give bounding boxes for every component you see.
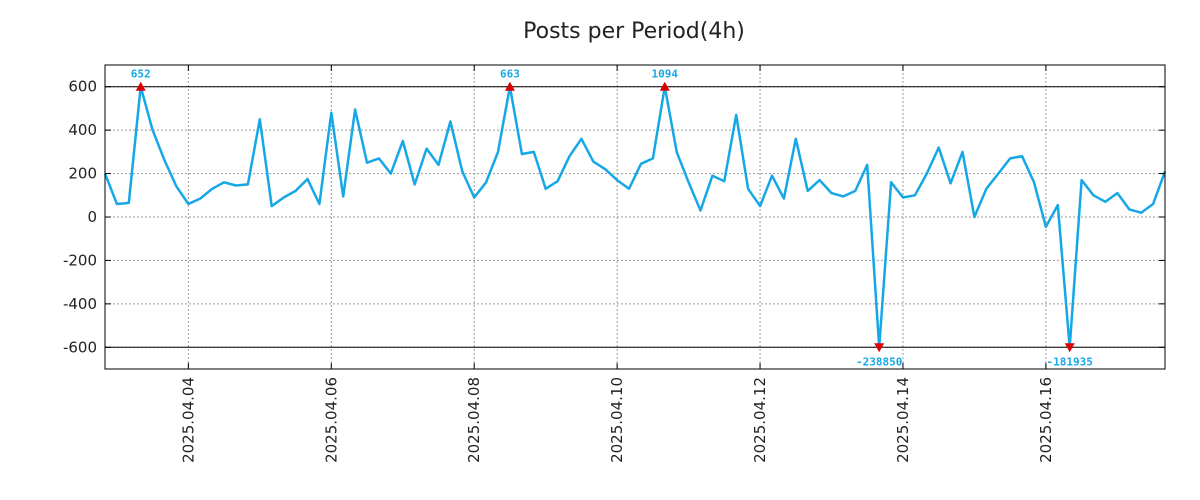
y-tick-label: 0 — [87, 208, 97, 226]
grid-layer — [105, 65, 1165, 369]
peak-value-label: 663 — [500, 68, 520, 81]
peak-markers: 652 663 1094 -238850 -181935 — [131, 68, 1093, 369]
peak-up-marker — [504, 81, 515, 91]
x-tick-label: 2025.04.16 — [1037, 377, 1055, 463]
x-tick-label: 2025.04.12 — [751, 377, 769, 463]
chart-title: Posts per Period(4h) — [523, 19, 745, 44]
series-line-layer — [103, 85, 1167, 349]
x-tick-label: 2025.04.14 — [894, 377, 912, 463]
series-line-posts — [103, 85, 1167, 349]
y-tick-label: 600 — [68, 78, 97, 96]
peak-value-label: 652 — [131, 68, 151, 81]
y-tick-label: 200 — [68, 165, 97, 183]
y-axis-ticks: -600 -400 -200 0 200 400 600 — [63, 78, 1165, 356]
x-tick-label: 2025.04.06 — [322, 377, 340, 463]
y-tick-label: -400 — [63, 295, 97, 313]
peak-value-label: 1094 — [652, 68, 679, 81]
x-tick-label: 2025.04.04 — [179, 377, 197, 463]
y-tick-label: -600 — [63, 338, 97, 356]
peak-value-label: -238850 — [856, 355, 902, 368]
peak-value-label: -181935 — [1047, 355, 1093, 368]
y-tick-label: -200 — [63, 251, 97, 269]
peak-down-marker — [874, 343, 885, 353]
x-tick-label: 2025.04.10 — [608, 377, 626, 463]
x-tick-label: 2025.04.08 — [465, 377, 483, 463]
reference-lines — [105, 86, 1165, 348]
peak-up-marker — [135, 81, 146, 91]
peak-down-marker — [1064, 343, 1075, 353]
x-axis-ticks: 2025.04.04 2025.04.06 2025.04.08 2025.04.10… — [179, 65, 1055, 463]
peak-up-marker — [659, 81, 670, 91]
y-tick-label: 400 — [68, 121, 97, 139]
